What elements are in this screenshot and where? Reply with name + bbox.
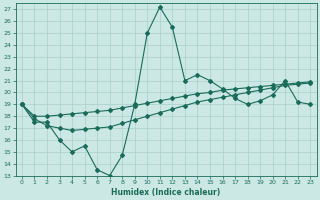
X-axis label: Humidex (Indice chaleur): Humidex (Indice chaleur) (111, 188, 221, 197)
